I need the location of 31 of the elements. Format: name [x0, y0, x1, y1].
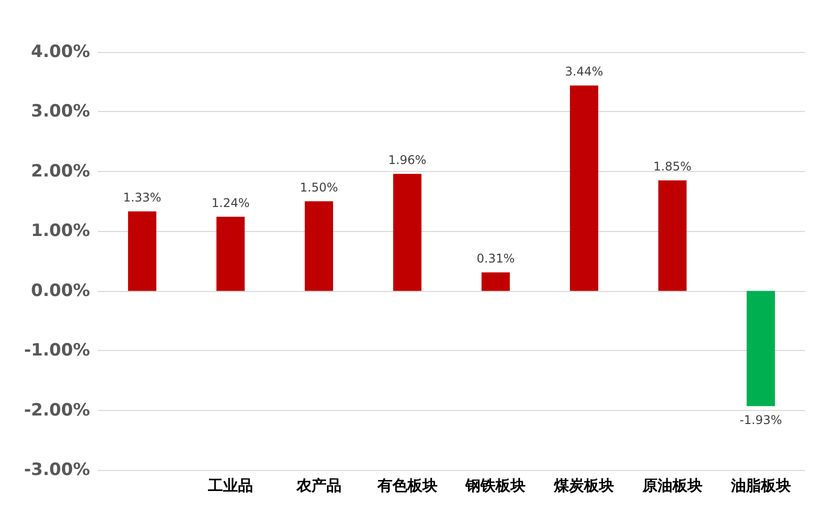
- y-tick-label: -2.00%: [24, 400, 90, 420]
- data-label: 0.31%: [476, 251, 515, 266]
- bar: [128, 211, 156, 291]
- x-tick-label: 有色板块: [376, 476, 438, 494]
- data-label: -1.93%: [740, 413, 782, 428]
- data-label: 1.85%: [653, 159, 692, 174]
- x-tick-label: 煤炭板块: [553, 476, 614, 494]
- x-tick-label: 原油板块: [641, 476, 702, 494]
- y-tick-label: 4.00%: [31, 42, 90, 62]
- bar: [482, 272, 510, 291]
- bar: [746, 290, 775, 406]
- y-tick-label: -3.00%: [24, 460, 90, 480]
- y-tick-label: 1.00%: [31, 221, 90, 242]
- x-tick-label: 油脂板块: [730, 476, 791, 494]
- data-label: 3.44%: [565, 64, 604, 78]
- y-tick-label: 0.00%: [31, 280, 90, 301]
- data-label: 1.96%: [388, 152, 426, 167]
- y-tick-label: -1.00%: [24, 340, 90, 361]
- data-label: 1.33%: [123, 190, 162, 204]
- x-tick-label: 农产品: [295, 476, 342, 494]
- bar: [570, 85, 598, 291]
- bar: [658, 180, 687, 291]
- y-tick-label: 2.00%: [31, 161, 90, 182]
- y-tick-label: 3.00%: [31, 102, 90, 122]
- x-tick-label: 钢铁板块: [464, 476, 526, 494]
- x-tick-label: 工业品: [207, 476, 254, 494]
- bar: [216, 216, 245, 291]
- bar: [393, 174, 422, 291]
- data-label: 1.50%: [300, 180, 338, 194]
- bar: [304, 201, 334, 291]
- data-label: 1.24%: [212, 196, 250, 210]
